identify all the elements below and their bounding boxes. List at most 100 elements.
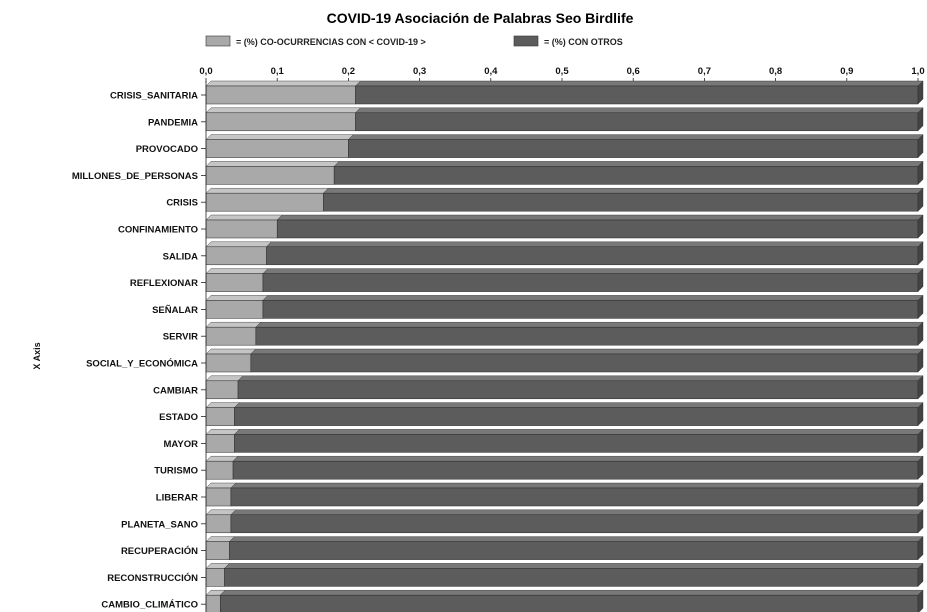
legend-label-1: = (%) CON OTROS <box>544 37 623 47</box>
category-label: PROVOCADO <box>136 144 198 155</box>
bar-others <box>234 407 919 426</box>
bar-side <box>917 589 924 612</box>
x-tick-label: 0,7 <box>698 66 711 77</box>
bar-top-1 <box>262 268 924 274</box>
bar-cooccurrence <box>205 273 264 292</box>
bar-side <box>917 268 924 293</box>
bar-others <box>323 192 919 212</box>
bar-others <box>219 594 919 612</box>
bar-cooccurrence <box>205 407 235 426</box>
bar-cooccurrence <box>205 85 356 105</box>
bar-top-0 <box>205 134 354 140</box>
legend: = (%) CO-OCURRENCIAS CON < COVID-19 > = (… <box>205 35 623 47</box>
bar-top-1 <box>347 134 924 140</box>
category-label: SALIDA <box>163 251 199 262</box>
bar-cooccurrence <box>205 380 239 400</box>
bar-top-0 <box>205 322 262 328</box>
x-tick-label: 0,3 <box>413 66 426 77</box>
bar-top-0 <box>205 268 269 274</box>
bar-top-0 <box>205 348 257 355</box>
category-label: CAMBIO_CLIMÁTICO <box>101 600 198 611</box>
bar-top-0 <box>205 80 362 87</box>
category-label: PANDEMIA <box>148 117 198 128</box>
x-tick-label: 0,8 <box>769 66 782 77</box>
category-label: LIBERAR <box>156 493 198 504</box>
bar-top-1 <box>276 214 924 221</box>
bar-cooccurrence <box>205 487 232 507</box>
bar-cooccurrence <box>205 353 252 373</box>
bar-cooccurrence <box>205 514 232 534</box>
bar-cooccurrence <box>205 568 225 587</box>
x-axis: 0,0 0,1 0,2 0,3 0,4 0,5 0,6 0,7 0,8 0,9 1,0 <box>199 66 925 83</box>
category-label: MAYOR <box>164 439 199 450</box>
x-tick-label: 0,0 <box>199 66 212 77</box>
category-label: CRISIS <box>166 198 198 209</box>
bar-side <box>917 348 924 373</box>
bar-top-1 <box>322 187 924 194</box>
x-tick-label: 1,0 <box>911 66 924 77</box>
bar-top-1 <box>237 375 924 381</box>
x-tick-label: 0,2 <box>342 66 355 77</box>
bar-side <box>917 428 924 453</box>
bar-side <box>917 294 924 319</box>
bar-others <box>237 380 919 400</box>
bar-cooccurrence <box>205 219 278 239</box>
bar-top-1 <box>250 348 924 355</box>
bar-top-1 <box>255 322 924 328</box>
bar-top-1 <box>232 456 924 462</box>
bar-others <box>230 487 919 507</box>
bar-others <box>333 166 919 185</box>
bar-side <box>917 482 924 507</box>
plot-area <box>205 80 924 612</box>
bar-side <box>917 455 924 480</box>
bar-side <box>917 402 924 427</box>
bar-cooccurrence <box>205 541 230 560</box>
bar-side <box>917 536 924 561</box>
bar-cooccurrence <box>205 460 234 480</box>
bar-side <box>917 160 924 185</box>
bar-cooccurrence <box>205 166 335 185</box>
bar-cooccurrence <box>205 300 264 319</box>
legend-label-0: = (%) CO-OCURRENCIAS CON < COVID-19 > <box>236 37 426 47</box>
bar-top-0 <box>205 187 329 194</box>
bar-top-0 <box>205 429 240 435</box>
category-label: PLANETA_SANO <box>121 519 198 530</box>
bar-side <box>917 562 924 587</box>
legend-swatch-1 <box>513 35 539 47</box>
bar-side <box>917 134 924 159</box>
bar-others <box>230 514 919 534</box>
category-label: MILLONES_DE_PERSONAS <box>72 171 198 182</box>
bar-top-1 <box>233 402 924 408</box>
bar-top-0 <box>205 241 273 248</box>
y-axis: CRISIS_SANITARIA PANDEMIA PROVOCADO MILLONE… <box>72 81 207 612</box>
bar-others <box>355 112 919 132</box>
category-label: SOCIAL_Y_ECONÓMICA <box>86 358 198 370</box>
bar-top-1 <box>224 563 924 569</box>
bar-top-1 <box>355 80 924 87</box>
category-label: CONFINAMIENTO <box>118 225 198 236</box>
bar-top-1 <box>355 107 924 114</box>
bar-top-1 <box>233 429 924 435</box>
bar-top-0 <box>205 402 240 408</box>
bar-cooccurrence <box>205 246 267 266</box>
bar-side <box>917 107 924 132</box>
bar-top-1 <box>262 295 924 301</box>
bar-top-0 <box>205 295 269 301</box>
bar-others <box>355 85 919 105</box>
bar-top-1 <box>333 161 924 167</box>
bar-cooccurrence <box>205 112 356 132</box>
legend-swatch-0 <box>205 35 231 47</box>
bar-others <box>262 273 919 292</box>
x-tick-label: 0,1 <box>271 66 285 77</box>
bar-side <box>917 214 924 239</box>
category-label: CRISIS_SANITARIA <box>110 91 198 102</box>
x-tick-label: 0,4 <box>484 66 498 77</box>
bar-top-1 <box>229 536 924 542</box>
bar-others <box>276 219 919 239</box>
bar-top-1 <box>219 590 924 596</box>
bar-top-0 <box>205 214 283 221</box>
category-label: SERVIR <box>163 332 198 343</box>
bar-top-1 <box>230 509 924 515</box>
bar-top-0 <box>205 456 239 462</box>
